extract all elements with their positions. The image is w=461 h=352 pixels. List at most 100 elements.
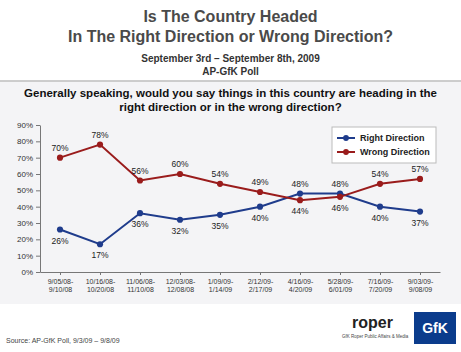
x-tick-label-line: 10/16/08- xyxy=(86,278,116,285)
series-marker xyxy=(217,212,223,218)
x-tick-label: 9/05/08-9/10/08 xyxy=(48,278,74,293)
y-tick: 80% xyxy=(17,137,40,146)
y-tick: 70% xyxy=(17,154,40,163)
series-marker xyxy=(137,177,143,183)
series-marker xyxy=(137,210,143,216)
y-tick-mark xyxy=(36,223,40,224)
data-label: 54% xyxy=(371,169,388,179)
x-tick: 7/16/09-7/20/09 xyxy=(368,272,394,293)
x-tick-label: 7/16/09-7/20/09 xyxy=(368,278,394,293)
x-tick-mark xyxy=(340,272,341,275)
data-labels: 26%17%36%32%35%40%48%48%40%37%70%78%56%6… xyxy=(51,130,428,261)
data-label: 56% xyxy=(131,166,148,176)
data-label: 17% xyxy=(91,250,108,260)
x-tick-mark xyxy=(140,272,141,275)
x-tick-label-line: 2/12/09- xyxy=(248,278,274,285)
chart-svg: Is The Country HeadedIn The Right Direct… xyxy=(0,0,461,352)
y-tick-mark xyxy=(36,125,40,126)
series-marker xyxy=(297,197,303,203)
y-tick-mark xyxy=(36,239,40,240)
y-tick-label: 0% xyxy=(21,268,33,277)
legend-marker xyxy=(343,149,349,155)
series-marker xyxy=(417,176,423,182)
y-tick-mark xyxy=(36,190,40,191)
series-marker xyxy=(257,189,263,195)
x-tick-label-line: 11/10/08 xyxy=(127,286,154,293)
series-marker xyxy=(57,226,63,232)
logo-gfk: GfK xyxy=(422,320,448,336)
x-tick: 10/16/08-10/20/08 xyxy=(86,272,116,293)
plot-background xyxy=(0,82,461,304)
x-tick-label: 1/09/09-1/14/09 xyxy=(208,278,234,293)
x-tick-label-line: 12/08/08 xyxy=(167,286,194,293)
data-label: 44% xyxy=(291,206,308,216)
y-tick-label: 10% xyxy=(17,252,33,261)
x-tick-label-line: 9/05/08- xyxy=(48,278,74,285)
x-tick-mark xyxy=(100,272,101,275)
y-tick-label: 40% xyxy=(17,203,33,212)
x-tick-mark xyxy=(380,272,381,275)
y-tick-label: 90% xyxy=(17,121,33,130)
x-tick: 12/03/08-12/08/08 xyxy=(166,272,196,293)
legend-label: Right Direction xyxy=(360,133,425,143)
y-tick: 60% xyxy=(17,170,40,179)
data-label: 37% xyxy=(411,218,428,228)
source: Source: AP-GfK Poll, 9/3/09 – 9/8/09 xyxy=(6,337,120,344)
title-line: In The Right Direction or Wrong Directio… xyxy=(68,28,393,45)
data-label: 49% xyxy=(251,177,268,187)
x-tick-mark xyxy=(300,272,301,275)
x-tick-label: 10/16/08-10/20/08 xyxy=(86,278,116,293)
x-tick-label-line: 6/01/09 xyxy=(329,286,352,293)
data-label: 70% xyxy=(51,143,68,153)
series-marker xyxy=(97,142,103,148)
x-tick-label: 11/06/08-11/10/08 xyxy=(126,278,156,293)
x-tick-label-line: 11/06/08- xyxy=(126,278,156,285)
x-axis: 9/05/08-9/10/08 10/16/08-10/20/08 11/06/08… xyxy=(41,272,441,293)
x-tick-label-line: 4/16/09- xyxy=(288,278,314,285)
x-tick: 2/12/09-2/17/09 xyxy=(248,272,274,293)
header-rule xyxy=(0,81,461,82)
series-marker xyxy=(337,194,343,200)
data-label: 26% xyxy=(51,236,68,246)
data-label: 78% xyxy=(91,130,108,140)
x-tick-label-line: 2/17/09 xyxy=(249,286,272,293)
series-marker xyxy=(177,217,183,223)
x-tick-label-line: 9/03/09- xyxy=(408,278,434,285)
legend: Right DirectionWrong Direction xyxy=(332,127,436,163)
x-tick-mark xyxy=(180,272,181,275)
y-tick: 50% xyxy=(17,186,40,195)
y-tick-label: 20% xyxy=(17,235,33,244)
y-tick-mark xyxy=(36,141,40,142)
x-tick-label-line: 1/09/09- xyxy=(208,278,234,285)
y-tick-mark xyxy=(36,174,40,175)
y-axis: 0% 10% 20% 30% 40% 50% 60% 70% 80% 90% xyxy=(17,121,41,277)
data-label: 60% xyxy=(171,159,188,169)
series-marker xyxy=(377,181,383,187)
y-tick: 30% xyxy=(17,219,40,228)
logo-roper-caption: GfK Roper Public Affairs & Media xyxy=(342,334,409,339)
legend-box xyxy=(332,127,436,163)
x-tick-label: 12/03/08-12/08/08 xyxy=(166,278,196,293)
data-label: 36% xyxy=(131,219,148,229)
legend-marker xyxy=(343,135,349,141)
y-tick: 40% xyxy=(17,203,40,212)
y-tick-label: 30% xyxy=(17,219,33,228)
series-marker xyxy=(417,208,423,214)
logo-gfk-box xyxy=(414,312,456,344)
data-label: 32% xyxy=(171,226,188,236)
data-label: 46% xyxy=(331,203,348,213)
x-tick-label-line: 7/20/09 xyxy=(369,286,392,293)
background xyxy=(0,0,461,352)
question-line: right direction or in the wrong directio… xyxy=(119,101,341,113)
x-tick: 11/06/08-11/10/08 xyxy=(126,272,156,293)
y-tick-mark xyxy=(36,158,40,159)
y-tick: 90% xyxy=(17,121,40,130)
y-tick: 20% xyxy=(17,235,40,244)
x-tick-label-line: 1/14/09 xyxy=(209,286,232,293)
data-label: 57% xyxy=(411,164,428,174)
x-tick-label: 4/16/09-4/20/09 xyxy=(288,278,314,293)
y-tick-label: 80% xyxy=(17,137,33,146)
x-tick-mark xyxy=(420,272,421,275)
x-tick: 9/05/08-9/10/08 xyxy=(48,272,74,293)
y-tick-label: 70% xyxy=(17,154,33,163)
